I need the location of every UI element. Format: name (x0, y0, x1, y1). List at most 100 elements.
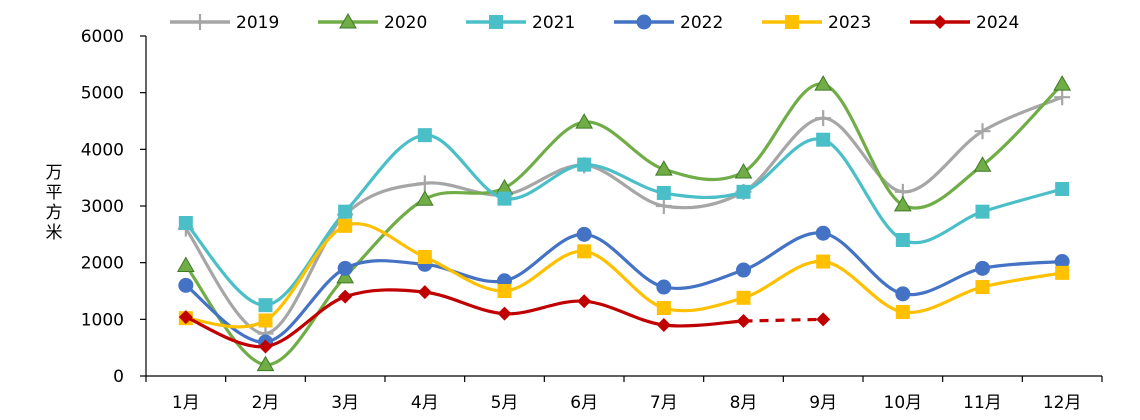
data-point (895, 233, 910, 247)
legend-label: 2023 (828, 13, 871, 33)
data-point (338, 204, 353, 219)
x-tick-label: 8月 (730, 393, 758, 413)
y-tick-label: 3000 (81, 197, 124, 217)
data-point (973, 156, 992, 172)
data-point (338, 218, 353, 233)
y-tick-label: 1000 (81, 310, 124, 330)
data-point (577, 294, 592, 309)
data-point (656, 279, 672, 295)
legend-label: 2020 (384, 13, 427, 33)
x-tick-label: 4月 (411, 393, 439, 413)
data-point (497, 191, 512, 206)
series-line (184, 82, 1064, 367)
series-2020 (176, 75, 1072, 372)
legend-marker (339, 12, 357, 29)
data-point (178, 310, 193, 325)
y-axis-label: 万平方米 (46, 163, 63, 243)
data-point (577, 157, 592, 172)
x-tick-label: 11月 (963, 393, 1002, 413)
y-tick-label: 6000 (81, 27, 124, 47)
data-point (497, 284, 512, 298)
data-point (816, 132, 831, 147)
series-2021 (178, 128, 1070, 313)
y-tick-label: 5000 (81, 84, 124, 104)
y-tick-label: 4000 (81, 140, 124, 160)
legend-label: 2022 (680, 13, 723, 33)
data-point (656, 318, 671, 332)
data-point (178, 277, 194, 293)
legend-marker (785, 15, 799, 29)
x-tick-label: 7月 (650, 393, 678, 413)
projection-point (816, 312, 831, 327)
legend-marker (192, 14, 208, 30)
legend-label: 2019 (236, 13, 279, 33)
legend: 2019 2020 2021 2022 2023 2024 (170, 12, 1019, 33)
data-point (734, 162, 753, 179)
x-tick-label: 5月 (491, 393, 519, 413)
legend-item-2022: 2022 (614, 13, 723, 33)
x-tick-label: 10月 (884, 393, 923, 413)
data-point (417, 285, 432, 300)
data-point (416, 175, 433, 192)
data-point (577, 244, 592, 259)
data-point (656, 301, 671, 315)
data-point (816, 254, 831, 269)
series-2019 (177, 89, 1071, 342)
x-tick-label: 12月 (1043, 393, 1082, 413)
data-point (895, 286, 911, 302)
data-point (575, 113, 594, 129)
axes: 0 1000 2000 3000 4000 5000 6000 1月 2月 3月 4月 5月 6月 7月 8… (81, 27, 1103, 413)
data-point (176, 256, 195, 272)
x-tick-label: 9月 (809, 393, 837, 413)
data-point (736, 184, 751, 199)
data-point (258, 313, 273, 328)
series-line (184, 95, 1064, 336)
data-point (736, 290, 751, 305)
data-point (895, 304, 910, 319)
x-tick-label: 3月 (331, 393, 359, 413)
data-point (975, 204, 990, 219)
data-point (736, 262, 751, 278)
x-tick-label: 1月 (172, 393, 200, 413)
data-point (1054, 254, 1070, 270)
series-2022 (178, 225, 1070, 350)
data-point (656, 185, 671, 200)
data-point (338, 289, 353, 304)
y-tick-label: 0 (113, 367, 124, 387)
x-tick-label: 2月 (252, 393, 280, 413)
legend-item-2024: 2024 (910, 13, 1019, 33)
data-point (178, 216, 193, 230)
legend-item-2019: 2019 (170, 13, 279, 33)
data-point (815, 110, 832, 127)
data-point (1054, 89, 1071, 106)
data-point (497, 306, 512, 321)
data-point (654, 160, 673, 176)
data-point (1055, 265, 1070, 280)
data-point (1053, 75, 1072, 91)
data-point (417, 250, 432, 264)
data-point (258, 339, 273, 354)
data-point (814, 75, 833, 91)
data-point (1055, 182, 1070, 196)
data-point (256, 355, 275, 372)
projection-line (743, 317, 824, 323)
legend-marker (489, 15, 503, 29)
data-point (655, 198, 672, 214)
data-point (975, 280, 990, 295)
legend-item-2020: 2020 (318, 12, 427, 33)
data-point (417, 128, 432, 143)
data-point (975, 260, 990, 276)
data-point (893, 195, 912, 212)
data-point (258, 298, 273, 313)
legend-item-2023: 2023 (762, 13, 871, 33)
legend-item-2021: 2021 (466, 13, 575, 33)
legend-marker (933, 15, 947, 29)
data-point (974, 123, 991, 140)
series-2023 (178, 218, 1070, 329)
series-2024 (178, 285, 831, 354)
data-point (815, 225, 831, 241)
legend-label: 2024 (976, 13, 1019, 33)
series-line (184, 288, 746, 349)
x-tick-label: 6月 (570, 393, 598, 413)
